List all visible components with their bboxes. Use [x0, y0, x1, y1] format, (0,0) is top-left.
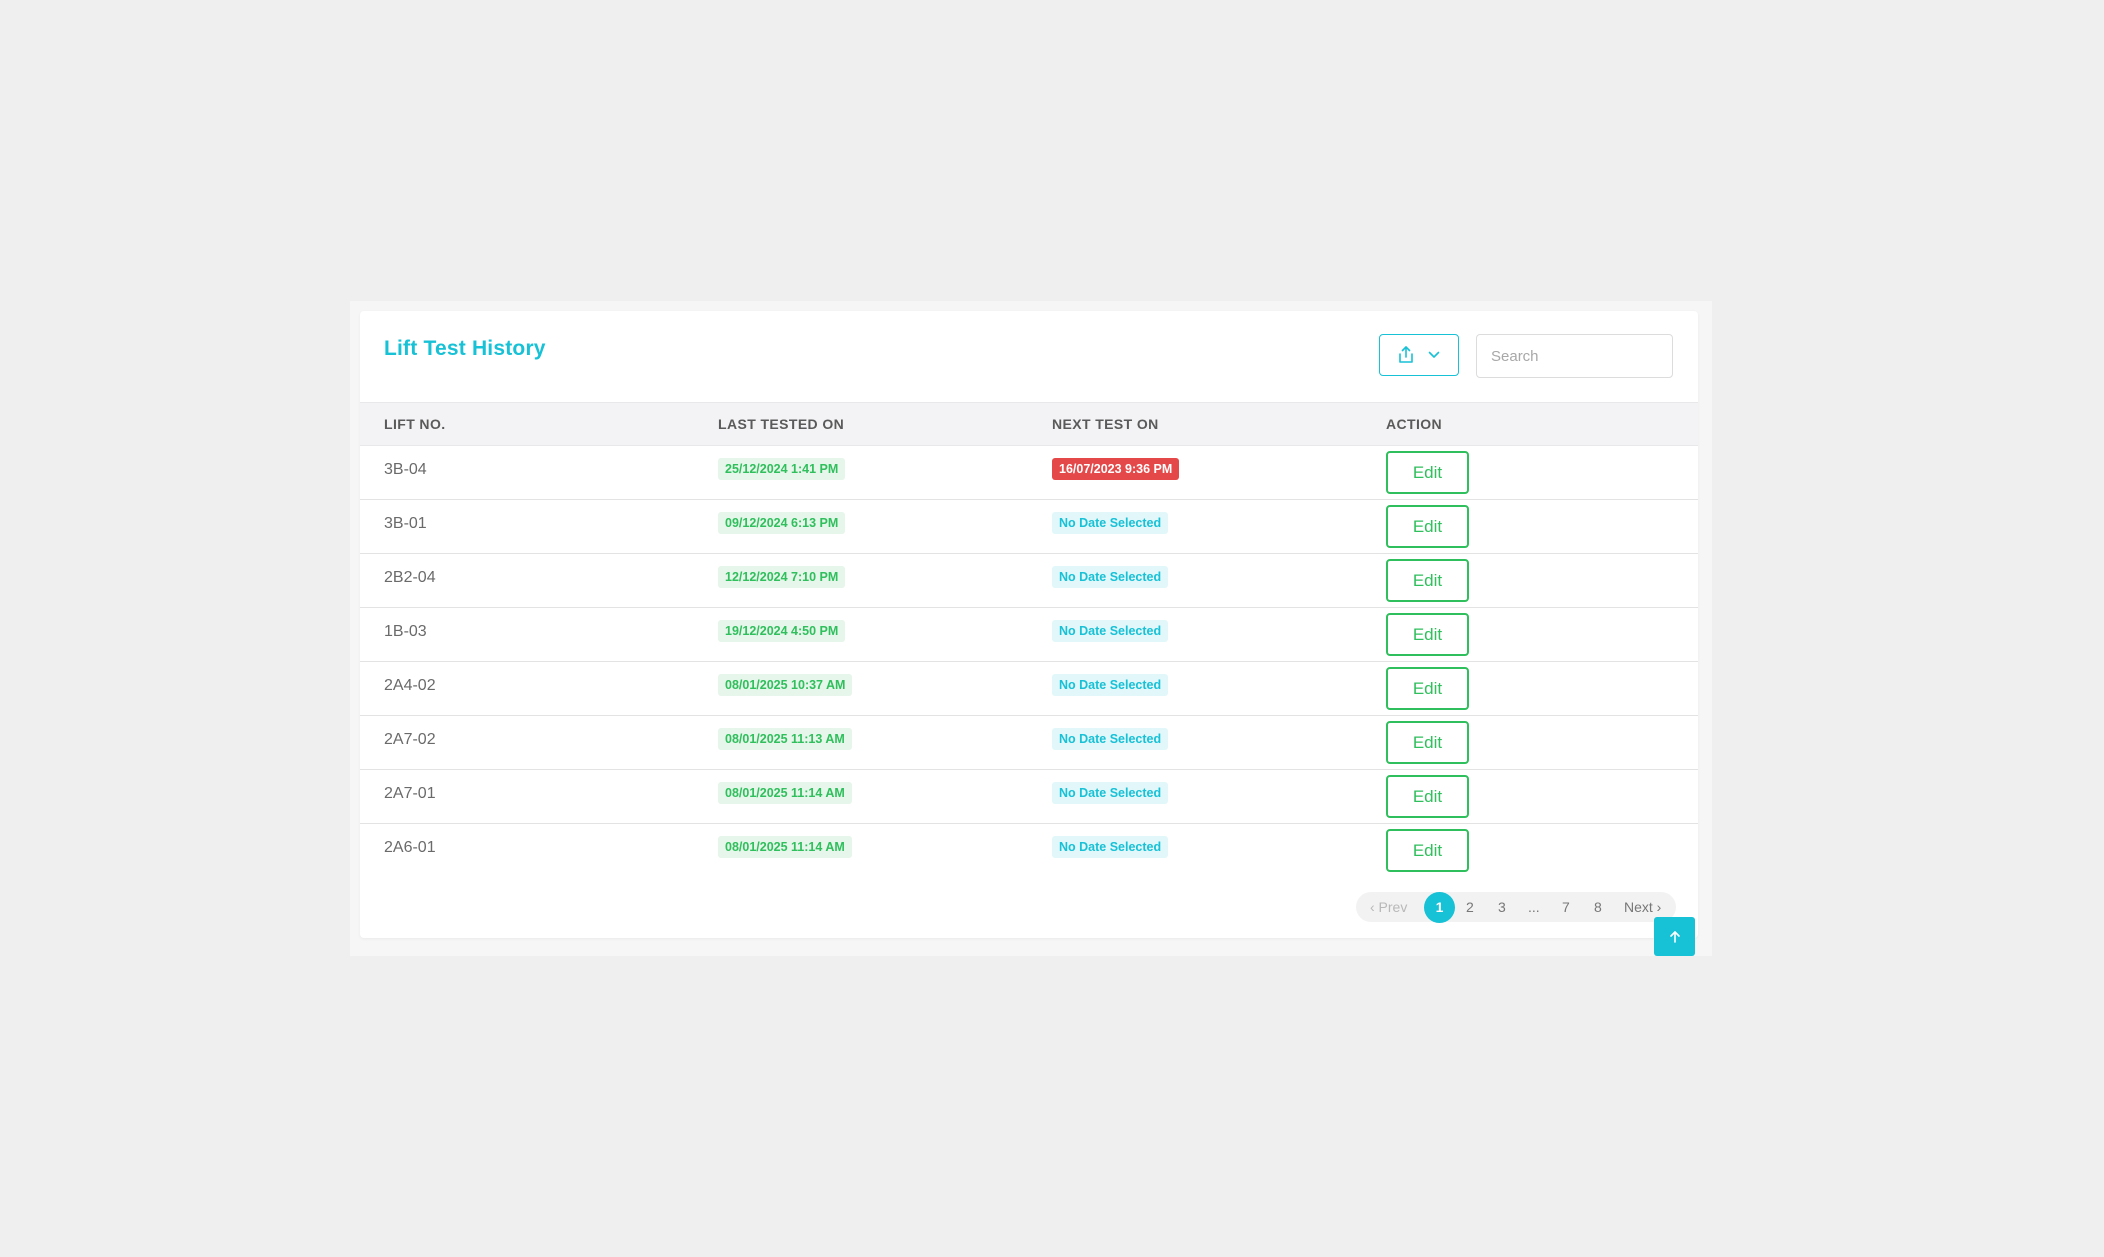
next-test-badge: No Date Selected [1052, 728, 1169, 750]
chevron-down-icon [1428, 351, 1440, 358]
last-tested-badge: 08/01/2025 10:37 AM [718, 674, 853, 696]
lift-test-table: LIFT NO. LAST TESTED ON NEXT TEST ON ACT… [360, 402, 1698, 877]
table-row: 2B2-04 12/12/2024 7:10 PM No Date Select… [360, 554, 1698, 608]
lift-number: 3B-04 [384, 461, 427, 478]
last-tested-badge: 19/12/2024 4:50 PM [718, 620, 846, 642]
lift-number: 2A6-01 [384, 839, 436, 856]
next-test-badge: No Date Selected [1052, 620, 1169, 642]
pagination-prev[interactable]: ‹ Prev [1370, 899, 1408, 915]
edit-button[interactable]: Edit [1386, 505, 1469, 548]
lift-number: 2B2-04 [384, 569, 436, 586]
next-test-badge: No Date Selected [1052, 512, 1169, 534]
page-title: Lift Test History [384, 337, 546, 360]
pagination-page-8[interactable]: 8 [1594, 899, 1602, 915]
pagination-ellipsis: ... [1528, 899, 1540, 915]
table-body: 3B-04 25/12/2024 1:41 PM 16/07/2023 9:36… [360, 446, 1698, 877]
pagination-next[interactable]: Next › [1624, 899, 1662, 915]
pagination-page-7[interactable]: 7 [1562, 899, 1570, 915]
table-row: 3B-01 09/12/2024 6:13 PM No Date Selecte… [360, 500, 1698, 554]
column-header-last-tested-on[interactable]: LAST TESTED ON [718, 416, 845, 432]
table-row: 2A6-01 08/01/2025 11:14 AM No Date Selec… [360, 824, 1698, 877]
column-header-lift-no[interactable]: LIFT NO. [384, 416, 446, 432]
table-row: 2A7-02 08/01/2025 11:13 AM No Date Selec… [360, 716, 1698, 770]
pagination-page-3[interactable]: 3 [1498, 899, 1506, 915]
table-row: 1B-03 19/12/2024 4:50 PM No Date Selecte… [360, 608, 1698, 662]
lift-number: 2A7-01 [384, 785, 436, 802]
column-header-next-test-on[interactable]: NEXT TEST ON [1052, 416, 1159, 432]
edit-button[interactable]: Edit [1386, 829, 1469, 872]
edit-button[interactable]: Edit [1386, 451, 1469, 494]
edit-button[interactable]: Edit [1386, 613, 1469, 656]
table-row: 2A4-02 08/01/2025 10:37 AM No Date Selec… [360, 662, 1698, 716]
next-test-badge: No Date Selected [1052, 674, 1169, 696]
edit-button[interactable]: Edit [1386, 775, 1469, 818]
table-row: 3B-04 25/12/2024 1:41 PM 16/07/2023 9:36… [360, 446, 1698, 500]
next-test-badge: No Date Selected [1052, 782, 1169, 804]
last-tested-badge: 09/12/2024 6:13 PM [718, 512, 846, 534]
column-header-action: ACTION [1386, 416, 1443, 432]
last-tested-badge: 25/12/2024 1:41 PM [718, 458, 846, 480]
lift-number: 2A7-02 [384, 731, 436, 748]
last-tested-badge: 08/01/2025 11:14 AM [718, 782, 852, 804]
lift-test-history-card: Lift Test History LIFT NO. LAST TESTED O… [360, 311, 1698, 938]
last-tested-badge: 08/01/2025 11:13 AM [718, 728, 852, 750]
table-row: 2A7-01 08/01/2025 11:14 AM No Date Selec… [360, 770, 1698, 824]
scroll-to-top-button[interactable] [1654, 917, 1695, 956]
next-test-badge-overdue: 16/07/2023 9:36 PM [1052, 458, 1180, 480]
lift-number: 1B-03 [384, 623, 427, 640]
edit-button[interactable]: Edit [1386, 667, 1469, 710]
pagination-page-1[interactable]: 1 [1424, 891, 1455, 923]
lift-number: 3B-01 [384, 515, 427, 532]
table-header: LIFT NO. LAST TESTED ON NEXT TEST ON ACT… [360, 402, 1698, 446]
last-tested-badge: 08/01/2025 11:14 AM [718, 836, 852, 858]
edit-button[interactable]: Edit [1386, 559, 1469, 602]
next-test-badge: No Date Selected [1052, 836, 1169, 858]
last-tested-badge: 12/12/2024 7:10 PM [718, 566, 846, 588]
next-test-badge: No Date Selected [1052, 566, 1169, 588]
pagination-page-2[interactable]: 2 [1466, 899, 1474, 915]
arrow-up-icon [1669, 930, 1680, 943]
share-export-icon [1399, 346, 1413, 363]
edit-button[interactable]: Edit [1386, 721, 1469, 764]
search-input[interactable] [1476, 334, 1673, 378]
lift-number: 2A4-02 [384, 677, 436, 694]
export-dropdown-button[interactable] [1379, 334, 1459, 376]
pagination: ‹ Prev 1 2 3 ... 7 8 Next › [1356, 891, 1676, 923]
